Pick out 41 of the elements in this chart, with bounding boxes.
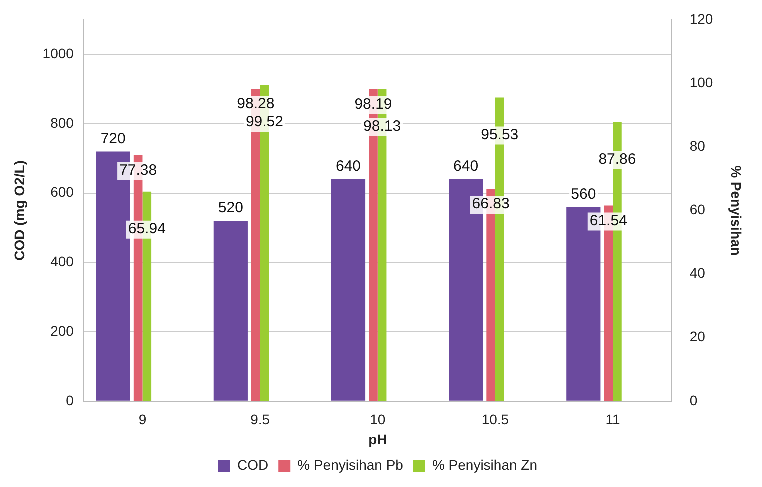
data-label: 640 xyxy=(336,158,362,176)
x-tick-label: 10 xyxy=(370,412,386,428)
y2-tick-label: 60 xyxy=(690,202,706,218)
bar xyxy=(214,221,248,401)
data-label: 66.83 xyxy=(472,196,510,213)
y2-tick-label: 20 xyxy=(690,328,706,345)
y-tick-label: 400 xyxy=(50,254,74,270)
bar xyxy=(331,179,366,401)
y2-tick-label: 100 xyxy=(690,74,714,90)
data-label: 98.28 xyxy=(237,96,275,113)
y-tick-label: 600 xyxy=(50,184,74,200)
y2-tick-label: 40 xyxy=(690,265,706,282)
y2-tick-label: 80 xyxy=(690,138,706,154)
data-label: 87.86 xyxy=(598,150,636,168)
data-label: 77.38 xyxy=(120,162,158,180)
data-label: 640 xyxy=(454,158,479,176)
legend-label: % Penyisihan Pb xyxy=(298,456,404,473)
data-label: 65.94 xyxy=(128,220,166,238)
y-tick-label: 200 xyxy=(50,322,74,339)
y2-tick-label: 120 xyxy=(690,10,714,27)
y-tick-label: 800 xyxy=(50,114,74,131)
legend-label: COD xyxy=(237,456,269,473)
legend-label: % Penyisihan Zn xyxy=(432,456,538,473)
y2-axis-title: % Penyisihan xyxy=(728,166,745,256)
data-label: 560 xyxy=(571,186,596,203)
y-tick-label: 1000 xyxy=(42,46,74,62)
x-axis-title: pH xyxy=(368,431,388,448)
y-axis-title: COD (mg O2/L) xyxy=(11,160,28,261)
data-label: 520 xyxy=(218,200,244,217)
y2-tick-label: 0 xyxy=(690,392,698,408)
data-label: 99.52 xyxy=(246,114,284,131)
x-tick-label: 10.5 xyxy=(482,412,510,428)
data-label: 95.53 xyxy=(481,126,519,144)
x-tick-label: 9.5 xyxy=(250,412,270,428)
x-tick-label: 11 xyxy=(606,412,621,428)
x-tick-label: 9 xyxy=(138,412,147,428)
data-label: 98.13 xyxy=(364,118,402,136)
data-label: 61.54 xyxy=(590,212,628,230)
y-tick-label: 0 xyxy=(66,392,74,408)
data-label: 98.19 xyxy=(354,96,392,113)
data-label: 720 xyxy=(100,130,126,148)
